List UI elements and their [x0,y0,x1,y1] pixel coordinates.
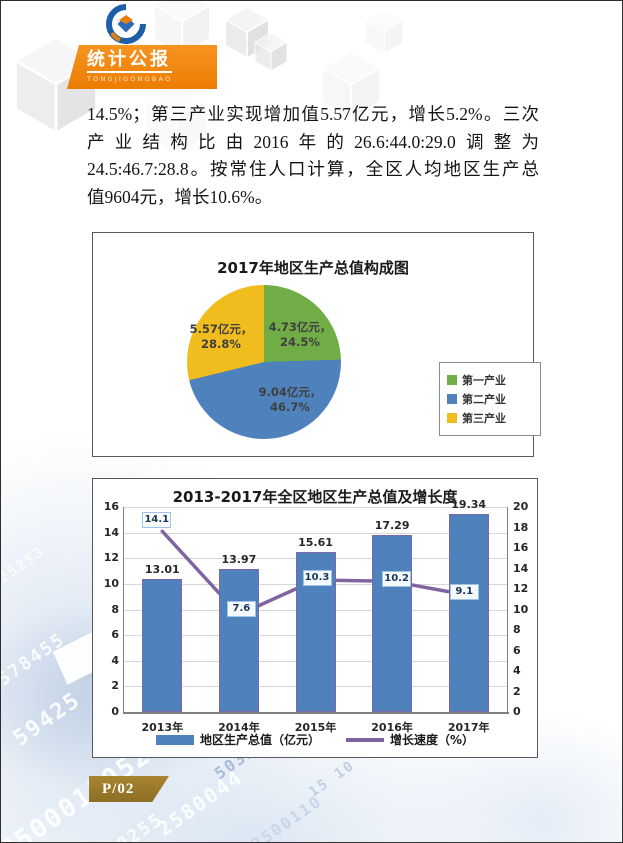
body-paragraph: 14.5%；第三产业实现增加值5.57亿元，增长5.2%。三次 产业结构比由20… [87,101,539,211]
line-value-label: 14.1 [142,512,172,529]
x-axis-line [123,712,509,714]
header-banner: 统计公报 TONGJIGONGBAO [67,45,217,89]
background-digits: 25253 [0,543,49,587]
left-axis-line [123,507,124,713]
pie-chart-title: 2017年地区生产总值构成图 [217,259,409,277]
bar-value-label: 15.61 [298,535,333,549]
combo-chart-panel: 2013-2017年全区地区生产总值及增长度 地区生产总值（亿元） 增长速度（%… [92,478,538,758]
bar-value-label: 19.34 [451,497,487,511]
background-digits: 578455 [0,628,70,691]
y-axis-right-tick: 6 [513,643,521,657]
line-value-label: 10.2 [382,571,412,588]
y-axis-right-tick: 0 [513,705,521,718]
y-axis-left-tick: 12 [103,551,119,565]
pie-chart [187,285,341,439]
legend-swatch-green [447,375,457,385]
x-axis-label: 2015年 [294,721,337,734]
right-axis-line [507,507,508,713]
y-axis-right-tick: 4 [513,664,521,677]
y-axis-right-tick: 18 [513,520,529,534]
paragraph-line: 24.5:46.7:28.8。按常住人口计算，全区人均地区生产总 [87,159,539,180]
cube-decoration [363,9,405,54]
cube-decoration [253,33,289,71]
y-axis-right-tick: 20 [513,500,529,513]
y-axis-right-tick: 12 [513,582,529,595]
background-digits: 500255 [91,808,168,843]
bar-2017年 [448,513,489,712]
bar-value-label: 17.29 [374,518,410,532]
legend-swatch-yellow [447,413,457,423]
pie-chart-panel: 2017年地区生产总值构成图 4.73亿元， 24.5% 9.04亿元， 46.7%… [92,232,541,457]
footer-page-badge: P/02 [89,776,169,802]
line-value-label: 10.3 [302,570,332,587]
bar-value-label: 13.01 [144,562,180,576]
x-axis-label: 2014年 [218,721,260,734]
y-axis-left-tick: 14 [103,525,119,539]
background-digits: 15 10 [306,757,359,801]
background-digits: 2500110 [247,791,326,843]
pie-slice-label-secondary: 9.04亿元， 46.7% [258,385,322,414]
y-axis-left-tick: 10 [103,576,119,590]
line-value-label: 7.6 [226,600,256,617]
paragraph-line: 产业结构比由2016年的26.6:44.0:29.0调整为 [87,131,539,152]
legend-swatch-line [345,737,384,742]
y-axis-right-tick: 2 [513,684,521,698]
line-value-label: 9.1 [449,584,479,601]
x-axis-label: 2013年 [141,721,184,734]
grid-line [124,507,507,508]
pie-legend: 第一产业 第二产业 第三产业 [439,362,541,436]
bar-value-label: 13.97 [221,552,257,566]
background-digits: 59425 [8,687,86,752]
x-axis-label: 2016年 [371,721,413,734]
bar-2013年 [142,578,183,712]
banner-subtitle: TONGJIGONGBAO [87,75,173,83]
combo-legend: 地区生产总值（亿元） 增长速度（%） [93,731,537,748]
cube-decoration [223,7,271,58]
y-axis-right-tick: 16 [513,541,529,554]
y-axis-right-tick: 14 [513,561,529,575]
y-axis-left-tick: 16 [103,500,119,513]
x-axis-label: 2017年 [447,721,490,734]
y-axis-left-tick: 2 [111,679,119,693]
legend-item-second-industry: 第二产业 [447,391,533,407]
bar-2016年 [372,534,413,712]
pie-slice-label-tertiary: 5.57亿元， 28.8% [189,322,253,351]
legend-item-first-industry: 第一产业 [447,372,533,388]
legend-item-third-industry: 第三产业 [447,410,533,426]
paragraph-line: 值9604元，增长10.6%。 [87,186,273,207]
y-axis-left-tick: 4 [111,653,119,667]
legend-item-growth: 增长速度（%） [345,731,474,748]
y-axis-right-tick: 10 [513,602,529,616]
y-axis-left-tick: 0 [111,705,119,718]
paragraph-line: 14.5%；第三产业实现增加值5.57亿元，增长5.2%。三次 [87,104,539,124]
pie-slice-label-primary: 4.73亿元， 24.5% [268,320,332,349]
y-axis-right-tick: 8 [513,623,521,636]
y-axis-left-tick: 6 [111,628,119,642]
bulletin-logo-icon [106,4,146,44]
legend-swatch-bar [155,734,194,745]
banner-title: 统计公报 [87,50,173,73]
legend-swatch-blue [447,394,457,404]
page-number: P/02 [102,781,135,797]
bar-2014年 [218,568,259,712]
legend-item-gdp: 地区生产总值（亿元） [155,731,320,748]
y-axis-left-tick: 8 [111,602,119,616]
combo-chart-title: 2013-2017年全区地区生产总值及增长度 [172,488,458,506]
